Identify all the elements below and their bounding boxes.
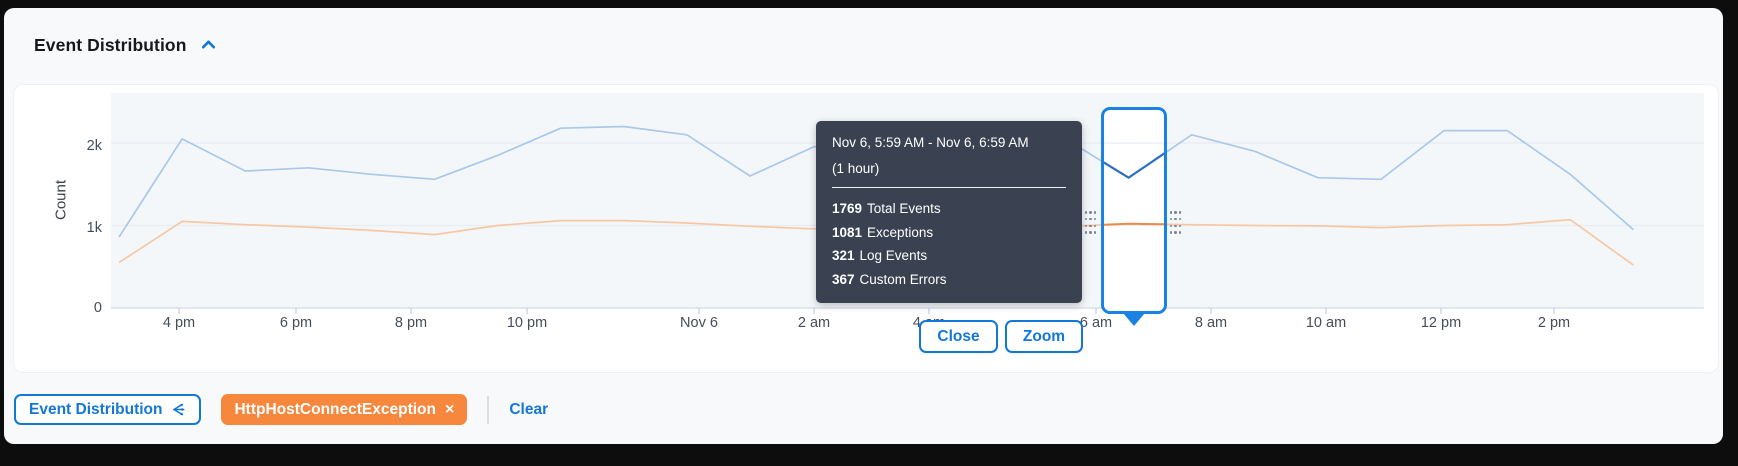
y-tick-label: 1k bbox=[86, 220, 102, 236]
tooltip-row: 367 Custom Errors bbox=[832, 268, 1066, 292]
tooltip-row-label: Custom Errors bbox=[859, 271, 947, 287]
drag-handle-dot bbox=[1178, 217, 1182, 221]
drag-handle-dot bbox=[1169, 224, 1173, 228]
tooltip-rows: 1769 Total Events 1081 Exceptions 321 Log Eve… bbox=[832, 197, 1066, 291]
filter-chips-row: Event Distribution HttpHostConnectExcept… bbox=[14, 394, 548, 425]
collapse-section-button[interactable] bbox=[199, 36, 218, 55]
close-button[interactable]: Close bbox=[919, 320, 998, 353]
drag-handle-dot bbox=[1084, 211, 1088, 214]
x-tick-label: 4 pm bbox=[162, 315, 196, 331]
time-selection-box[interactable] bbox=[1101, 107, 1167, 314]
tooltip-row-label: Total Events bbox=[867, 201, 941, 216]
x-tick-label: Nov 6 bbox=[680, 315, 718, 331]
selection-right-drag-handle[interactable] bbox=[1169, 209, 1182, 236]
tooltip-row-value: 367 bbox=[832, 271, 855, 287]
drag-handle-dot bbox=[1169, 231, 1173, 234]
drag-handle-dot bbox=[1089, 211, 1092, 214]
drag-handle-dot bbox=[1089, 217, 1092, 221]
tooltip-row: 321 Log Events bbox=[832, 244, 1066, 268]
share-icon bbox=[171, 402, 186, 417]
y-tick-label: 2k bbox=[86, 138, 102, 154]
drag-handle-dot bbox=[1169, 217, 1173, 221]
event-distribution-chip[interactable]: Event Distribution bbox=[14, 394, 202, 425]
event-distribution-chip-label: Event Distribution bbox=[29, 400, 163, 418]
exception-filter-chip[interactable]: HttpHostConnectException × bbox=[221, 394, 468, 425]
y-axis-title: Count bbox=[52, 179, 70, 221]
x-tick-label: 8 am bbox=[1194, 315, 1228, 331]
selection-pointer-icon bbox=[1123, 313, 1145, 326]
drag-handle-dot bbox=[1174, 217, 1177, 221]
selection-highlight-lines bbox=[1104, 142, 1164, 227]
x-tick-label: 2 pm bbox=[1537, 315, 1571, 331]
x-tick-label: 2 am bbox=[797, 315, 831, 331]
drag-handle-dot bbox=[1089, 224, 1092, 228]
drag-handle-dot bbox=[1093, 217, 1097, 221]
x-tick-label: 10 pm bbox=[506, 315, 548, 331]
drag-handle-dot bbox=[1174, 211, 1177, 214]
drag-handle-dot bbox=[1178, 231, 1182, 234]
tooltip-duration: (1 hour) bbox=[832, 161, 880, 176]
tooltip-row: 1081 Exceptions bbox=[832, 221, 1066, 245]
page-title: Event Distribution bbox=[34, 35, 187, 55]
y-tick-label: 0 bbox=[93, 300, 102, 316]
x-tick-label: 10 am bbox=[1305, 315, 1347, 331]
remove-filter-icon[interactable]: × bbox=[444, 400, 455, 418]
drag-handle-dot bbox=[1169, 211, 1173, 214]
drag-handle-dot bbox=[1089, 231, 1092, 234]
tooltip-time-range: Nov 6, 5:59 AM - Nov 6, 6:59 AM bbox=[832, 135, 1029, 150]
chips-divider bbox=[487, 395, 490, 424]
x-tick-label: 6 pm bbox=[279, 315, 313, 331]
drag-handle-dot bbox=[1178, 224, 1182, 228]
page-header: Event Distribution bbox=[34, 35, 218, 56]
content-container: Event Distribution Count 2k 1k 0 4 pm 6 p… bbox=[4, 8, 1723, 444]
drag-handle-dot bbox=[1093, 211, 1097, 214]
x-tick-label: 6 am bbox=[1079, 315, 1113, 331]
drag-handle-dot bbox=[1093, 224, 1097, 228]
chevron-up-icon bbox=[201, 38, 216, 53]
tooltip-divider bbox=[832, 187, 1066, 188]
drag-handle-dot bbox=[1084, 231, 1088, 234]
tooltip-row-label: Exceptions bbox=[867, 224, 934, 240]
drag-handle-dot bbox=[1174, 224, 1177, 228]
drag-handle-dot bbox=[1084, 224, 1088, 228]
chart-tooltip: Nov 6, 5:59 AM - Nov 6, 6:59 AM (1 hour)… bbox=[816, 121, 1082, 303]
clear-filters-link[interactable]: Clear bbox=[509, 400, 549, 418]
drag-handle-dot bbox=[1093, 231, 1097, 234]
tooltip-row-value: 321 bbox=[832, 248, 855, 263]
tooltip-row-value: 1769 bbox=[832, 201, 863, 216]
drag-handle-dot bbox=[1174, 231, 1177, 234]
x-tick-label: 8 pm bbox=[394, 315, 428, 331]
drag-handle-dot bbox=[1178, 211, 1182, 214]
zoom-button[interactable]: Zoom bbox=[1005, 320, 1083, 353]
drag-handle-dot bbox=[1084, 217, 1088, 221]
tooltip-row: 1769 Total Events bbox=[832, 197, 1066, 221]
tooltip-row-value: 1081 bbox=[832, 224, 863, 240]
exception-filter-chip-label: HttpHostConnectException bbox=[234, 400, 436, 418]
tooltip-row-label: Log Events bbox=[859, 248, 928, 263]
selection-left-drag-handle[interactable] bbox=[1084, 209, 1097, 236]
x-tick-label: 12 pm bbox=[1420, 315, 1462, 331]
